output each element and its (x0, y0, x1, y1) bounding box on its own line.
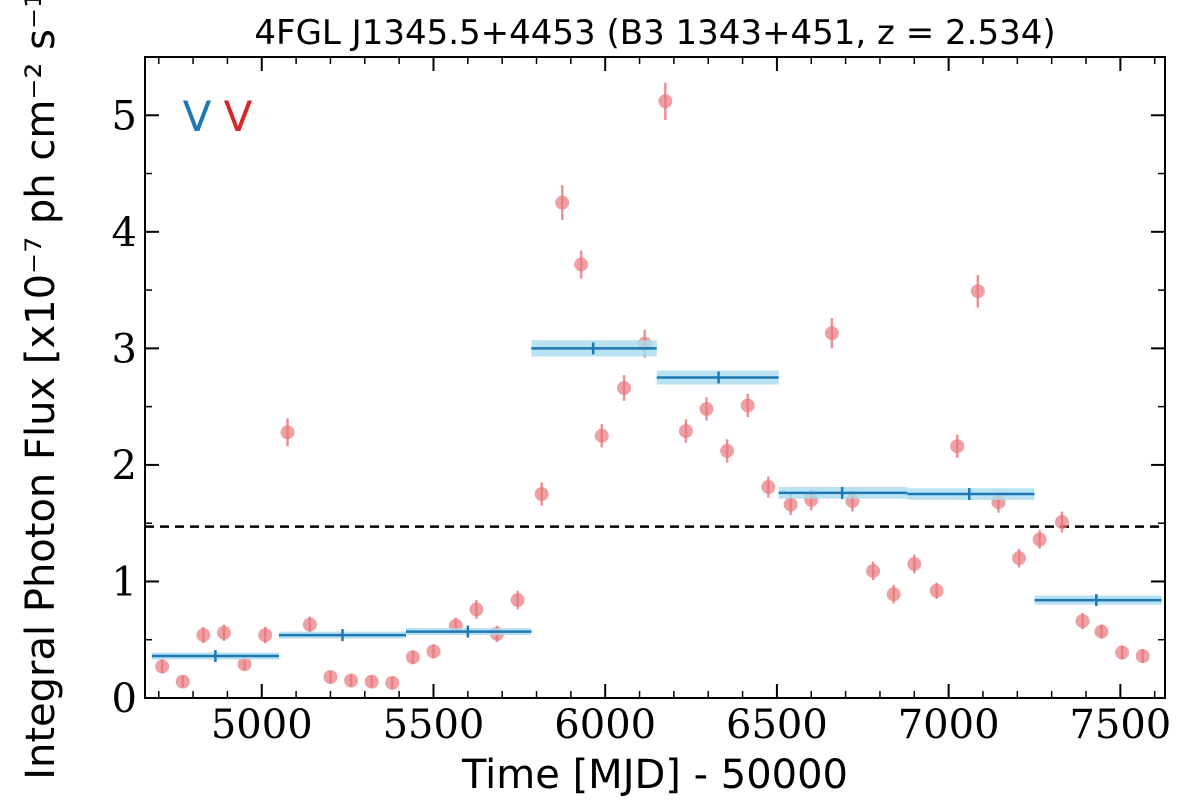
y-tick-label: 0 (112, 676, 137, 722)
flux-point (824, 326, 839, 341)
y-tick-label: 4 (112, 210, 137, 256)
flux-point (175, 674, 190, 689)
flux-point (510, 593, 525, 608)
flux-point (237, 657, 252, 672)
plot-clip-group (145, 82, 1165, 690)
axes-frame (144, 56, 1166, 699)
flux-point (699, 401, 714, 416)
flux-point (907, 556, 922, 571)
flux-point (929, 583, 944, 598)
flux-point (658, 94, 673, 109)
flux-point (385, 675, 400, 690)
x-tick-label: 5000 (211, 702, 313, 748)
flux-point (1075, 614, 1090, 629)
y-tick-label: 5 (112, 93, 137, 139)
flux-point (534, 487, 549, 502)
flux-point (886, 587, 901, 602)
flux-point (1135, 649, 1150, 664)
flux-point (1054, 515, 1069, 530)
flux-point (216, 625, 231, 640)
flux-point (950, 439, 965, 454)
flux-point (678, 424, 693, 439)
flux-point (761, 480, 776, 495)
flux-point (302, 617, 317, 632)
flux-point (740, 398, 755, 413)
flux-point (258, 628, 273, 643)
flux-point (469, 602, 484, 617)
y-tick-label: 1 (112, 559, 137, 605)
x-tick-label: 5500 (383, 702, 485, 748)
flux-point (280, 425, 295, 440)
flux-point (783, 497, 798, 512)
flux-point (405, 650, 420, 665)
flux-point (574, 257, 589, 272)
flux-point (155, 659, 170, 674)
flux-point (594, 428, 609, 443)
y-axis-label: Integral Photon Flux [x10⁻⁷ ph cm⁻² s⁻¹] (18, 0, 64, 780)
flux-point (344, 673, 359, 688)
flux-point (1115, 645, 1130, 660)
flux-point (426, 644, 441, 659)
x-tick-label: 7500 (1069, 702, 1171, 748)
flux-point (323, 670, 338, 685)
x-axis-label: Time [MJD] - 50000 (461, 752, 848, 798)
flux-point (1032, 532, 1047, 547)
x-tick-label: 6000 (554, 702, 656, 748)
flux-point (364, 674, 379, 689)
flux-point (1094, 624, 1109, 639)
x-tick-label: 6500 (726, 702, 828, 748)
flux-point (196, 628, 211, 643)
variability-flag: V (183, 92, 212, 141)
y-tick-label: 3 (112, 326, 137, 372)
flux-point (720, 443, 735, 458)
flux-point (1012, 551, 1027, 566)
flux-point (555, 195, 570, 210)
y-tick-label: 2 (112, 443, 137, 489)
flux-point (617, 380, 632, 395)
flux-point (970, 284, 985, 299)
variability-flag: V (224, 92, 253, 141)
chart-title: 4FGL J1345.5+4453 (B3 1343+451, z = 2.53… (254, 13, 1055, 53)
flux-point (866, 563, 881, 578)
x-tick-label: 7000 (898, 702, 1000, 748)
